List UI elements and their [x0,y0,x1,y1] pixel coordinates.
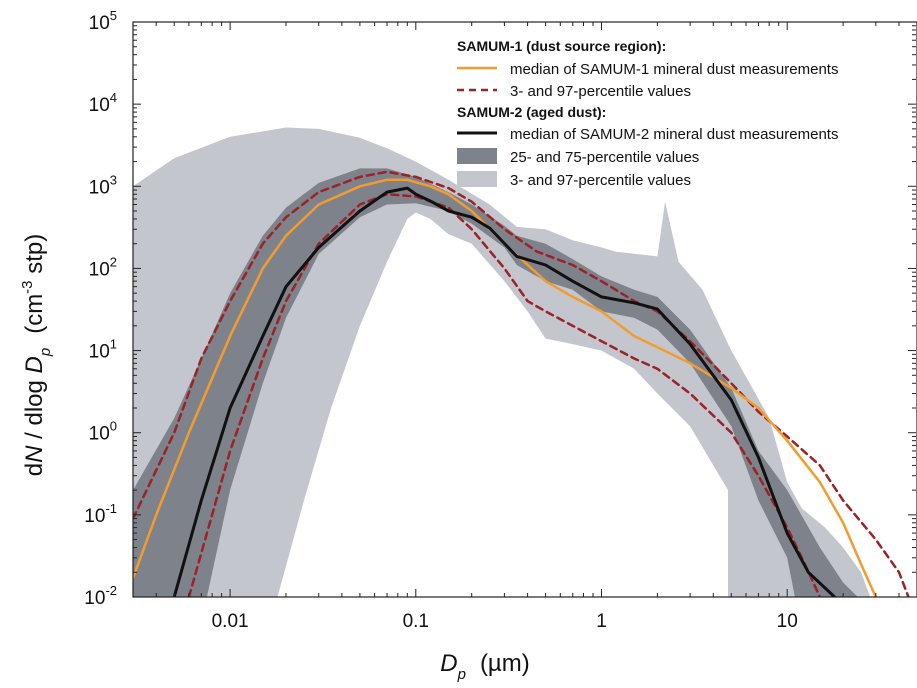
percentile-bands [133,127,871,597]
legend-s1-pct-label: 3- and 97-percentile values [510,83,691,100]
y-tick-label: 104 [89,90,117,116]
y-tick-label: 10-2 [84,583,117,609]
y-tick-label: 103 [89,172,117,198]
legend-s2-pct-swatch [457,171,497,187]
legend-s1-median-label: median of SAMUM-1 mineral dust measureme… [510,61,838,78]
legend-group1-title: SAMUM-1 (dust source region): [457,38,666,54]
x-tick-label: 0.1 [403,611,429,632]
y-tick-label: 10-1 [84,501,117,527]
legend-group2-title: SAMUM-2 (aged dust): [457,104,606,120]
x-tick-label: 0.01 [212,611,249,632]
s1-97-percentile-line [133,170,910,597]
y-axis-label: dN / dlog Dp(cm-3 stp) [19,234,54,476]
y-tick-label: 102 [89,254,117,280]
svg-text:dN / dlog Dp(cm-3 stp): dN / dlog Dp(cm-3 stp) [19,234,54,476]
s2-median-line [172,186,837,597]
series-lines [133,170,910,597]
svg-text:Dp(µm): Dp (µm) [440,650,530,683]
legend-s2-median-label: median of SAMUM-2 mineral dust measureme… [510,126,838,143]
axes: 0.01 0.1 1 10 10-2 10-1 100 101 102 103 104 105 [84,8,917,632]
legend-s2-q-label: 25- and 75-percentile values [510,149,699,166]
legend-s2-q-swatch [457,148,497,164]
y-tick-label: 100 [89,419,117,445]
legend: SAMUM-1 (dust source region): median of … [457,38,838,189]
x-axis-label: Dp (µm) [440,650,530,683]
s1-3-percentile-line [187,192,822,597]
s2-25-75-percentile-band [133,168,858,597]
legend-s2-pct-label: 3- and 97-percentile values [510,172,691,189]
x-tick-label: 1 [596,611,607,632]
plot-frame [132,21,917,598]
y-tick-label: 101 [89,337,117,363]
x-tick-label: 10 [777,611,798,632]
y-tick-label: 105 [89,8,117,34]
